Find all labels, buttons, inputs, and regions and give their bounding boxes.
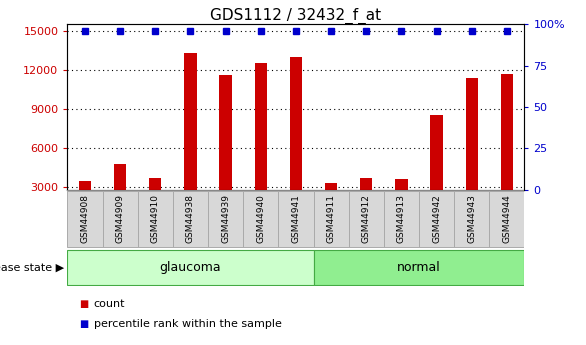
Bar [290, 57, 302, 226]
FancyBboxPatch shape [243, 191, 278, 247]
Text: GSM44910: GSM44910 [151, 195, 160, 244]
Bar [465, 78, 478, 226]
Bar [79, 181, 91, 226]
Bar [149, 178, 161, 226]
Bar [255, 63, 267, 226]
Bar [185, 53, 197, 226]
Text: GSM44912: GSM44912 [362, 195, 371, 243]
Text: GSM44908: GSM44908 [80, 195, 90, 244]
FancyBboxPatch shape [454, 191, 489, 247]
Text: GSM44941: GSM44941 [291, 195, 301, 243]
FancyBboxPatch shape [103, 191, 138, 247]
Text: GSM44909: GSM44909 [115, 195, 125, 244]
Bar [360, 178, 373, 226]
Text: glaucoma: glaucoma [159, 261, 222, 274]
FancyBboxPatch shape [314, 250, 524, 285]
Bar [396, 179, 408, 226]
FancyBboxPatch shape [138, 191, 173, 247]
FancyBboxPatch shape [349, 191, 384, 247]
Text: count: count [94, 299, 125, 308]
Bar [500, 74, 513, 226]
Text: ■: ■ [79, 299, 88, 308]
FancyBboxPatch shape [384, 191, 419, 247]
Text: ■: ■ [79, 319, 88, 329]
FancyBboxPatch shape [208, 191, 243, 247]
FancyBboxPatch shape [489, 191, 524, 247]
Bar [220, 75, 232, 226]
FancyBboxPatch shape [314, 191, 349, 247]
Text: GSM44943: GSM44943 [467, 195, 476, 243]
FancyBboxPatch shape [173, 191, 208, 247]
Bar [430, 116, 443, 226]
Bar [114, 164, 127, 226]
FancyBboxPatch shape [67, 250, 314, 285]
Text: percentile rank within the sample: percentile rank within the sample [94, 319, 282, 329]
Text: GSM44944: GSM44944 [502, 195, 512, 243]
FancyBboxPatch shape [419, 191, 454, 247]
Text: GSM44939: GSM44939 [221, 195, 230, 244]
Text: GSM44940: GSM44940 [256, 195, 265, 243]
Text: normal: normal [397, 261, 441, 274]
FancyBboxPatch shape [67, 191, 103, 247]
Text: disease state ▶: disease state ▶ [0, 263, 64, 272]
Title: GDS1112 / 32432_f_at: GDS1112 / 32432_f_at [210, 8, 381, 24]
Bar [325, 183, 338, 226]
Text: GSM44942: GSM44942 [432, 195, 441, 243]
FancyBboxPatch shape [278, 191, 314, 247]
Text: GSM44913: GSM44913 [397, 195, 406, 244]
Text: GSM44911: GSM44911 [326, 195, 336, 244]
Text: GSM44938: GSM44938 [186, 195, 195, 244]
